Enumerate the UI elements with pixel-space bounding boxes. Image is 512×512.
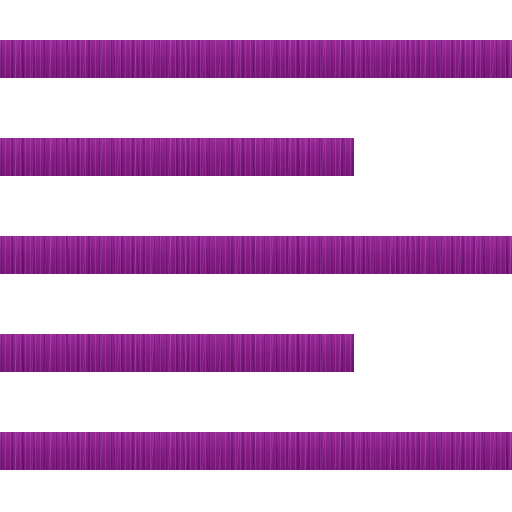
icon-line-1 bbox=[0, 40, 512, 78]
icon-line-5 bbox=[0, 432, 512, 470]
icon-line-2 bbox=[0, 138, 354, 176]
icon-line-4 bbox=[0, 334, 354, 372]
icon-line-3 bbox=[0, 236, 512, 274]
